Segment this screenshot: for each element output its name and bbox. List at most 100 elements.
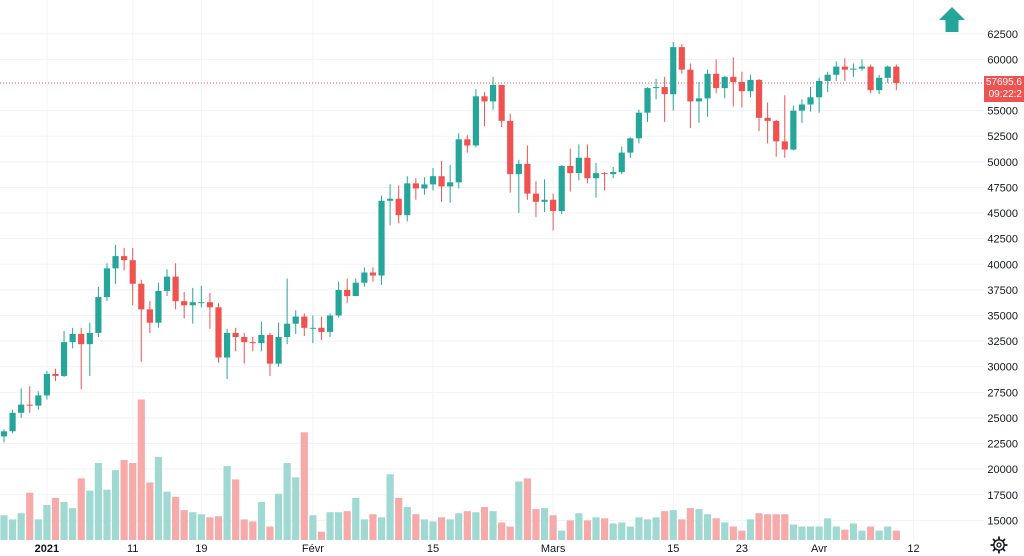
candle-body (498, 85, 505, 121)
volume-bar (601, 518, 609, 540)
candle-body (798, 104, 806, 111)
candle-body (567, 165, 574, 174)
candles (0, 42, 900, 443)
gear-icon[interactable] (990, 536, 1008, 554)
candle-body (95, 297, 102, 333)
candle (489, 76, 497, 110)
volume-bar (789, 524, 797, 540)
volume-bar (69, 508, 77, 540)
candle (884, 65, 891, 83)
candle (524, 145, 531, 200)
volume-bar (317, 531, 326, 540)
volume-bar (154, 456, 163, 540)
candle-body (129, 260, 136, 284)
candle-body (352, 282, 359, 297)
volume-bar (223, 466, 231, 540)
candle (858, 59, 866, 71)
candle (26, 386, 33, 413)
volume-bar (326, 512, 334, 540)
x-tick-label: Févr (302, 543, 324, 555)
volume-bar (703, 514, 712, 540)
candle (181, 291, 188, 319)
candle-body (592, 173, 600, 179)
candle (421, 177, 428, 195)
candle-body (172, 276, 179, 302)
candle (824, 71, 831, 93)
volume-bar (197, 514, 205, 540)
candle (429, 168, 437, 191)
candle (558, 164, 565, 215)
candle (121, 247, 128, 271)
candle-body (721, 76, 728, 89)
candle-body (60, 342, 68, 376)
candle (644, 87, 651, 122)
candle-body (387, 198, 394, 201)
volume-bar (0, 515, 8, 540)
candle (9, 409, 16, 434)
volume-bar (643, 519, 652, 540)
candle (730, 57, 737, 107)
candle-body (816, 80, 823, 98)
candle (0, 429, 8, 443)
candle (755, 78, 763, 132)
candle-body (421, 184, 428, 189)
candle-body (481, 96, 488, 102)
candle-body (893, 66, 900, 83)
y-tick-label: 35000 (987, 311, 1018, 323)
volume-bar (335, 512, 343, 540)
candle (610, 166, 617, 179)
volume-bar (43, 505, 51, 540)
candle (404, 176, 411, 222)
candle (163, 269, 171, 297)
volume-bar (729, 526, 737, 540)
candle (60, 330, 68, 377)
candle (43, 370, 50, 400)
volume-bar (283, 463, 291, 540)
candle (198, 285, 205, 308)
volume-bar (626, 526, 634, 540)
candle (472, 89, 479, 148)
candle (232, 327, 239, 352)
price-axis[interactable]: 6250060000575005500052500500004750045000… (987, 29, 1018, 528)
candle-body (661, 87, 668, 95)
candle (378, 195, 385, 285)
candle-body (541, 199, 548, 202)
candle (78, 327, 85, 390)
candle-body (472, 96, 479, 146)
volume-bar (781, 514, 789, 540)
up-arrow-icon[interactable] (936, 4, 968, 36)
candle-body (378, 200, 385, 276)
x-tick-label: Mars (541, 543, 566, 555)
x-tick-label: 2021 (35, 543, 59, 555)
volume-bar (532, 509, 540, 540)
candle (447, 164, 454, 203)
candle-body (635, 112, 643, 139)
candle (172, 263, 179, 310)
candle-body (532, 193, 540, 202)
volume-bar (163, 491, 171, 540)
time-axis[interactable]: 2021 11 19 Févr 15 Mars 15 23 Avr 12 (35, 543, 920, 555)
volume-bar (480, 507, 489, 540)
candle (661, 76, 668, 122)
volume-bar (395, 497, 403, 540)
candle (833, 61, 840, 81)
volume-bar (86, 490, 94, 540)
candle-body (181, 301, 188, 306)
candle (464, 135, 471, 153)
volume-bar (412, 514, 420, 540)
candle (764, 102, 771, 144)
volume-bar (575, 513, 583, 540)
candle-body (584, 157, 591, 179)
y-tick-label: 47500 (987, 182, 1018, 194)
candle (601, 172, 608, 191)
candle (335, 281, 342, 318)
y-tick-label: 27500 (987, 387, 1018, 399)
candle (515, 159, 522, 214)
candle (575, 144, 582, 181)
volume-bar (274, 493, 283, 540)
candle-body (618, 152, 625, 173)
candle-body (18, 404, 25, 413)
candle (223, 328, 231, 380)
